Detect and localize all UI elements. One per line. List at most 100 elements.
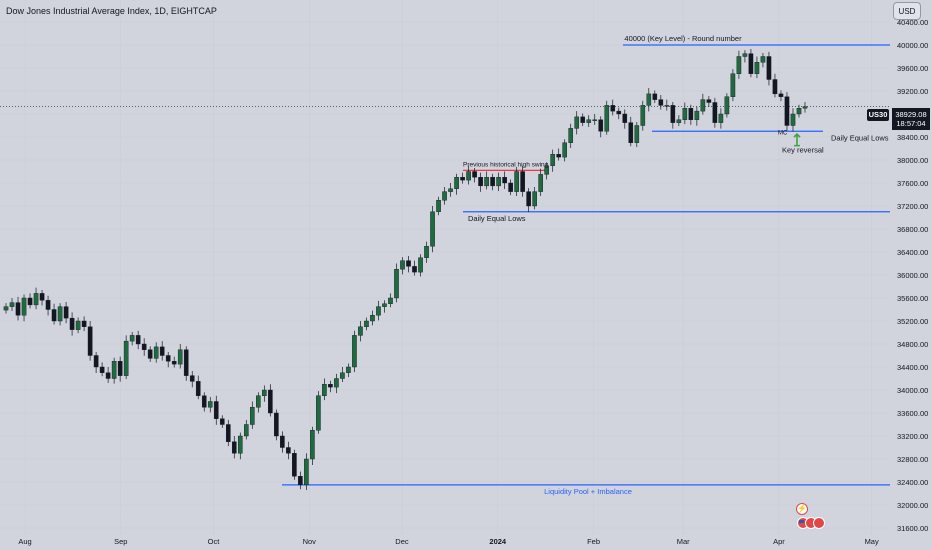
candle-body (262, 389, 267, 396)
y-tick-label: 36800.00 (897, 225, 928, 234)
candle-body (424, 246, 429, 258)
y-tick-label: 34800.00 (897, 340, 928, 349)
candle-body (370, 315, 375, 322)
candle-body (213, 401, 219, 419)
y-tick-label: 31600.00 (897, 524, 928, 533)
candle-body (802, 106, 808, 109)
candle-body (472, 171, 477, 178)
candle-body (81, 320, 87, 327)
candle-body (772, 79, 778, 95)
candle-body (502, 177, 507, 184)
candle-body (153, 346, 159, 359)
reversal-arrow-icon (793, 132, 801, 147)
candle-body (646, 93, 652, 106)
x-tick-label: Feb (587, 537, 600, 546)
candle-body (700, 99, 706, 112)
candle-body (460, 177, 465, 181)
candle-body (328, 384, 333, 388)
candle-body (33, 293, 39, 306)
candle-body (292, 453, 297, 477)
candle-body (556, 154, 561, 158)
x-tick-label: Oct (208, 537, 221, 546)
x-tick-label: Dec (395, 537, 409, 546)
y-tick-label: 37200.00 (897, 202, 928, 211)
candle-body (298, 476, 303, 486)
candle-body (634, 125, 640, 143)
candle-body (243, 424, 249, 437)
y-tick-label: 33200.00 (897, 432, 928, 441)
candle-body (592, 119, 598, 121)
candle-body (712, 102, 718, 123)
candle-body (778, 93, 784, 97)
candle-body (358, 326, 363, 336)
candle-body (580, 116, 586, 123)
candle-body (466, 171, 471, 181)
last-price-box: 38929.08 18:57:04 (892, 108, 930, 130)
key-reversal-label: Key reversal (782, 146, 824, 155)
candle-body (760, 56, 766, 63)
candle-body (490, 177, 495, 187)
candle-body (508, 182, 513, 192)
candle-body (418, 257, 423, 273)
y-tick-label: 35600.00 (897, 294, 928, 303)
candle-body (568, 128, 574, 143)
candle-body (616, 110, 622, 115)
candle-body (724, 96, 730, 115)
candle-body (748, 53, 754, 74)
candle-body (304, 458, 309, 486)
candle-body (159, 346, 165, 356)
candle-body (3, 306, 9, 311)
candle-body (135, 335, 141, 345)
symbol-badge: US30 (867, 109, 889, 121)
candle-body (9, 302, 15, 307)
candle-body (322, 384, 327, 396)
level-label: Daily Equal Lows (468, 214, 526, 223)
lightning-icon[interactable]: ⚡ (796, 503, 808, 515)
y-tick-label: 35200.00 (897, 317, 928, 326)
candle-body (532, 191, 537, 207)
candle-body (63, 306, 69, 319)
y-tick-label: 32800.00 (897, 455, 928, 464)
us-flag-icon[interactable] (796, 517, 826, 529)
y-tick-label: 39600.00 (897, 64, 928, 73)
candle-body (514, 171, 519, 192)
candle-body (189, 375, 195, 382)
level-lines (0, 44, 890, 486)
y-tick-label: 38000.00 (897, 156, 928, 165)
candle-body (484, 177, 489, 187)
candle-body (706, 99, 712, 103)
candle-body (27, 297, 33, 306)
candle-body (256, 395, 261, 408)
candle-body (448, 188, 453, 192)
candle-body (340, 372, 345, 379)
candle-body (526, 191, 531, 207)
candle-body (207, 401, 213, 408)
candle-body (352, 335, 357, 368)
candle-body (382, 303, 387, 307)
candle-body (69, 317, 75, 330)
candle-body (15, 302, 21, 316)
candle-body (730, 73, 736, 97)
candle-body (766, 56, 772, 80)
y-tick-label: 34000.00 (897, 386, 928, 395)
bar-countdown: 18:57:04 (896, 119, 926, 128)
candle-body (334, 378, 339, 388)
candle-body (346, 366, 351, 373)
candle-body (177, 349, 183, 365)
currency-button[interactable]: USD (893, 2, 921, 20)
y-tick-label: 40400.00 (897, 18, 928, 27)
candle-body (310, 430, 315, 460)
candle-body (664, 105, 670, 107)
candle-body (171, 361, 177, 365)
candle-body (268, 389, 273, 414)
y-tick-label: 38400.00 (897, 133, 928, 142)
candle-body (237, 435, 243, 454)
candle-body (364, 320, 369, 327)
candle-body (640, 105, 646, 126)
candle-body (400, 260, 405, 270)
candle-body (688, 108, 694, 120)
candle-body (75, 320, 81, 330)
x-tick-label: Apr (773, 537, 785, 546)
candle-body (784, 96, 790, 126)
